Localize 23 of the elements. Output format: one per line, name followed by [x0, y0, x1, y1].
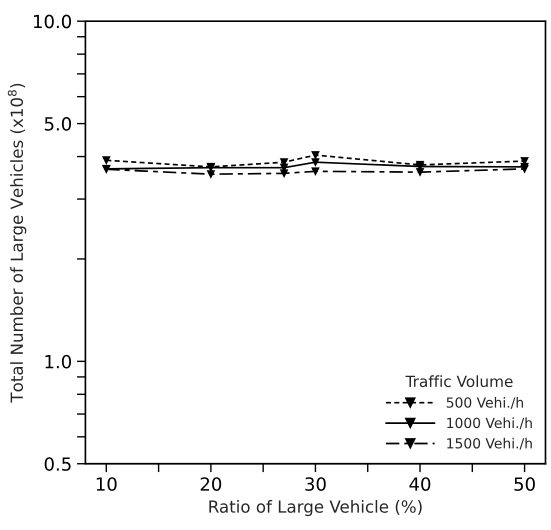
- y-tick-label: 0.5: [44, 457, 71, 471]
- legend-title: Traffic Volume: [406, 375, 513, 388]
- y-tick-label: 1.0: [45, 354, 72, 368]
- point: [311, 158, 320, 166]
- x-tick-label: 50: [514, 477, 535, 491]
- x-tick-label: 30: [305, 477, 326, 491]
- y-tick-label: 10.0: [34, 14, 72, 28]
- x-tick-label: 20: [200, 477, 222, 491]
- y-tick-label: 5.0: [44, 117, 72, 131]
- point: [102, 165, 110, 174]
- legend-label: 1000 Vehi./h: [447, 417, 532, 430]
- point: [416, 168, 424, 176]
- y-axis-title: Total Number of Large Vehicles (x10$^{8}$): [8, 84, 26, 403]
- point: [206, 170, 215, 178]
- legend-label: 500 Vehi./h: [446, 397, 523, 409]
- x-tick-label: 10: [96, 477, 117, 491]
- point: [311, 167, 320, 176]
- point: [311, 151, 320, 160]
- point: [280, 169, 288, 178]
- x-tick-label: 40: [409, 477, 430, 491]
- point: [102, 156, 110, 164]
- x-axis-title: Ratio of Large Vehicle (%): [209, 500, 422, 516]
- legend-label: 1500 Vehi./h: [447, 438, 532, 450]
